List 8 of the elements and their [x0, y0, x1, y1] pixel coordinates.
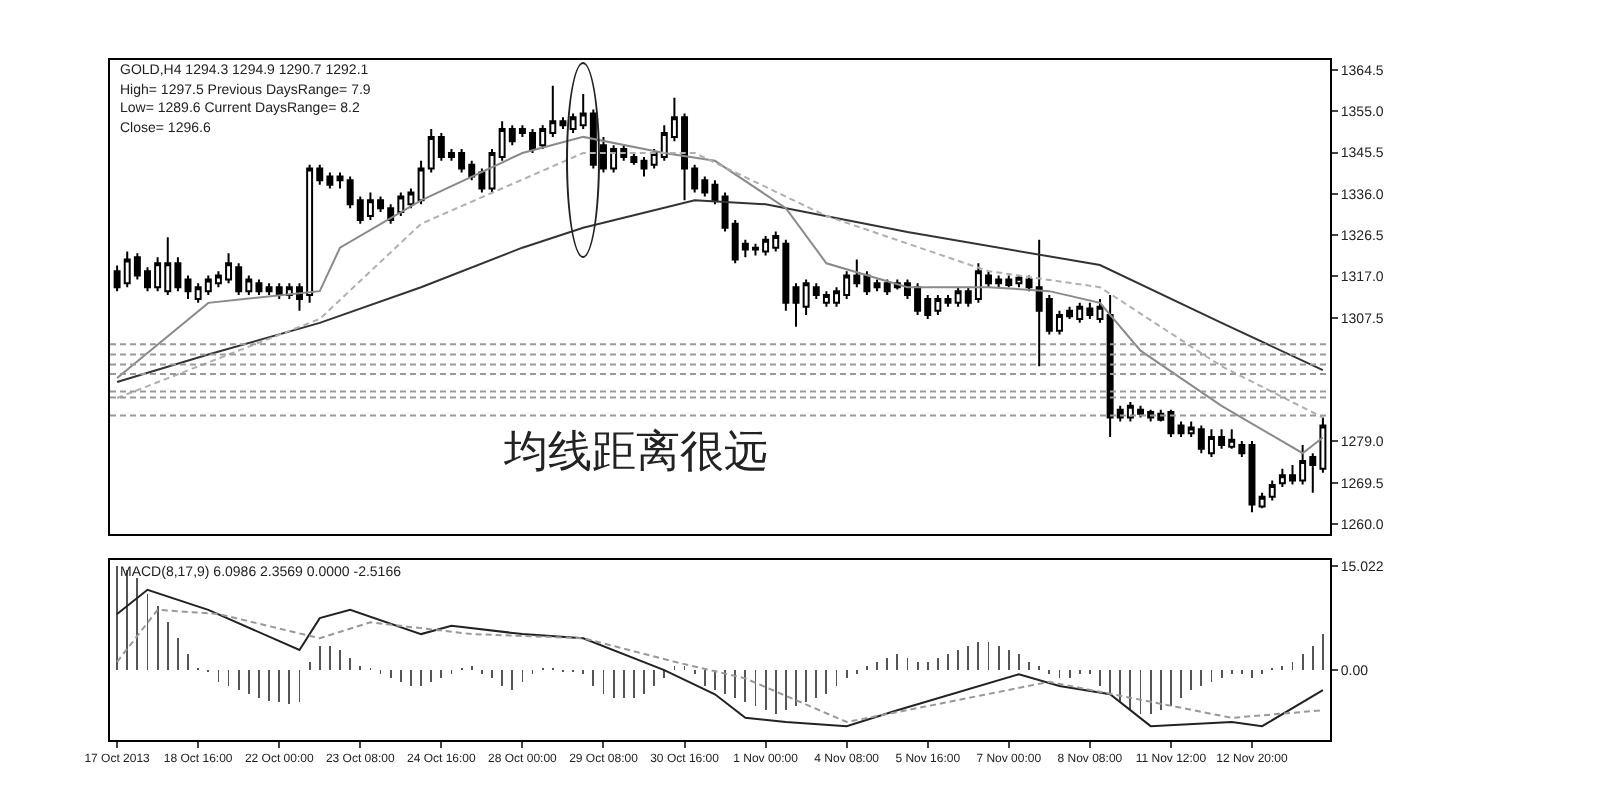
line-series [116, 588, 1324, 728]
candlestick [640, 155, 648, 178]
line-series [116, 151, 1324, 419]
candlestick [944, 294, 952, 308]
line-series [116, 608, 1324, 723]
line-series [116, 199, 1324, 383]
annotation: 均线距离很远 [502, 428, 768, 478]
candlestick [792, 282, 800, 328]
